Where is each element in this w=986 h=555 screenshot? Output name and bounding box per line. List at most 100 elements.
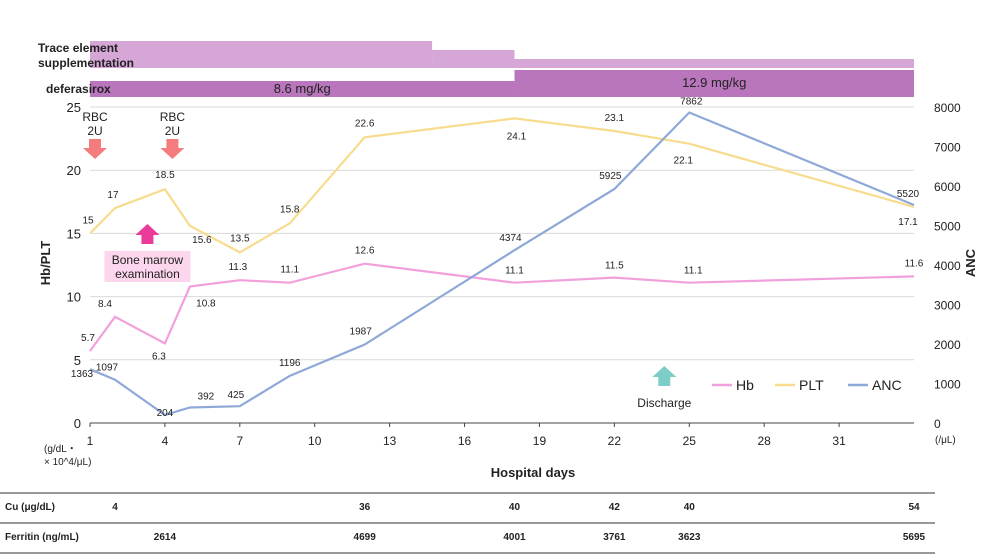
left-tick-label: 0 xyxy=(74,416,81,431)
data-label-hb: 6.3 xyxy=(152,351,166,362)
lab-row-label: Ferritin (ng/mL) xyxy=(5,532,79,543)
data-label-hb: 11.1 xyxy=(280,265,299,276)
left-tick-label: 15 xyxy=(67,226,81,241)
data-label-anc: 5925 xyxy=(599,171,622,182)
down-arrow-icon xyxy=(82,139,107,159)
lab-value: 42 xyxy=(609,502,621,513)
right-tick-label: 5000 xyxy=(934,220,961,234)
bone-marrow-label: Bone marrow xyxy=(112,253,184,267)
data-label-plt: 13.5 xyxy=(230,233,250,244)
series-line-hb xyxy=(89,262,915,352)
lab-value: 3761 xyxy=(603,532,626,543)
data-label-hb: 11.1 xyxy=(684,266,703,277)
data-label-anc: 1987 xyxy=(350,327,373,338)
data-label-anc: 1097 xyxy=(96,363,119,374)
data-label-anc: 1363 xyxy=(71,369,94,380)
left-tick-label: 20 xyxy=(67,163,81,178)
treatment-bars: 8.6 mg/kg 12.9 mg/kg xyxy=(90,41,914,97)
up-arrow-icon xyxy=(652,366,677,386)
x-tick-label: 25 xyxy=(683,434,697,448)
x-tick-label: 28 xyxy=(758,434,772,448)
x-axis-title: Hospital days xyxy=(491,465,576,480)
right-tick-label: 8000 xyxy=(934,101,961,115)
data-label-anc: 7862 xyxy=(680,96,703,107)
right-axis-title: ANC xyxy=(963,248,978,277)
lab-value: 40 xyxy=(509,502,521,513)
data-label-plt: 22.1 xyxy=(674,156,694,167)
x-tick-label: 22 xyxy=(608,434,622,448)
x-tick-label: 13 xyxy=(383,434,397,448)
left-tick-label: 5 xyxy=(74,353,81,368)
x-tick-label: 1 xyxy=(87,434,94,448)
rbc-transfusion-label: RBC xyxy=(82,110,108,124)
lab-value: 40 xyxy=(684,502,696,513)
lab-table: Cu (μg/dL) 4 36 40 42 40 54 Ferritin (ng/mL) 261… xyxy=(0,492,935,554)
right-tick-label: 3000 xyxy=(934,299,961,313)
treatment-label-deferasirox: deferasirox xyxy=(46,82,111,96)
data-label-anc: 4374 xyxy=(499,233,522,244)
treatment-label-trace-element: Trace element supplementation xyxy=(38,41,134,70)
deferasirox-dose-label: 8.6 mg/kg xyxy=(274,81,331,96)
series-line-anc xyxy=(89,111,915,417)
lab-value: 4699 xyxy=(354,532,377,543)
right-tick-label: 0 xyxy=(934,417,941,431)
data-label-anc: 204 xyxy=(157,408,174,419)
lab-value: 4001 xyxy=(503,532,526,543)
gridlines xyxy=(90,106,914,361)
deferasirox-segment xyxy=(90,81,515,97)
legend: Hb PLT ANC xyxy=(712,377,902,393)
trace-element-segment xyxy=(90,41,433,68)
left-axis-title: Hb/PLT xyxy=(38,241,53,286)
legend-label: Hb xyxy=(736,377,754,393)
data-labels: 5.7 8.4 6.3 10.8 11.3 11.1 12.6 11.1 11.5 11.1 11.… xyxy=(71,96,924,418)
bone-marrow-box xyxy=(104,251,191,282)
data-label-plt: 15.6 xyxy=(192,235,212,246)
series-lines xyxy=(89,111,915,417)
data-label-anc: 425 xyxy=(227,390,244,401)
rbc-transfusion-label: 2U xyxy=(87,124,102,138)
x-tick-label: 31 xyxy=(832,434,846,448)
data-label-plt: 15.8 xyxy=(280,204,300,215)
x-tick-label: 16 xyxy=(458,434,472,448)
data-label-plt: 24.1 xyxy=(507,131,527,142)
data-label-hb: 11.6 xyxy=(905,258,924,269)
data-label-hb: 5.7 xyxy=(81,333,95,344)
lab-row-label: Cu (μg/dL) xyxy=(5,502,55,513)
data-label-anc: 392 xyxy=(198,392,215,403)
data-label-plt: 22.6 xyxy=(355,118,375,129)
data-label-anc: 5520 xyxy=(897,189,920,200)
lab-value: 5695 xyxy=(903,532,926,543)
left-tick-label: 10 xyxy=(67,290,81,305)
right-tick-label: 2000 xyxy=(934,338,961,352)
axes: 0 5 10 15 20 25 0 1000 2000 3000 4000 5000 6000 7000 8… xyxy=(67,100,961,448)
bone-marrow-label: examination xyxy=(115,267,180,281)
deferasirox-dose-label: 12.9 mg/kg xyxy=(682,75,746,90)
legend-label: PLT xyxy=(799,377,824,393)
lab-value: 4 xyxy=(112,502,118,513)
lab-value: 36 xyxy=(359,502,371,513)
data-label-anc: 1196 xyxy=(279,358,301,369)
data-label-plt: 15 xyxy=(82,215,94,226)
x-tick-label: 19 xyxy=(533,434,547,448)
right-tick-label: 4000 xyxy=(934,259,961,273)
data-label-hb: 12.6 xyxy=(355,246,375,257)
data-label-plt: 17.1 xyxy=(898,217,918,228)
data-label-hb: 10.8 xyxy=(196,298,216,309)
data-label-hb: 8.4 xyxy=(98,299,112,310)
deferasirox-segment xyxy=(514,70,914,97)
series-line-plt xyxy=(89,117,915,254)
legend-label: ANC xyxy=(872,377,902,393)
lab-value: 2614 xyxy=(154,532,177,543)
left-axis-unit: (g/dL・× 10^4/μL) xyxy=(44,444,91,468)
right-tick-label: 1000 xyxy=(934,378,961,392)
trace-element-segment xyxy=(514,59,914,68)
x-tick-label: 4 xyxy=(162,434,169,448)
x-tick-label: 7 xyxy=(236,434,243,448)
right-tick-label: 6000 xyxy=(934,180,961,194)
data-label-hb: 11.1 xyxy=(505,266,524,277)
lab-value: 54 xyxy=(908,502,920,513)
trace-element-segment xyxy=(432,50,515,68)
up-arrow-icon xyxy=(135,224,160,244)
